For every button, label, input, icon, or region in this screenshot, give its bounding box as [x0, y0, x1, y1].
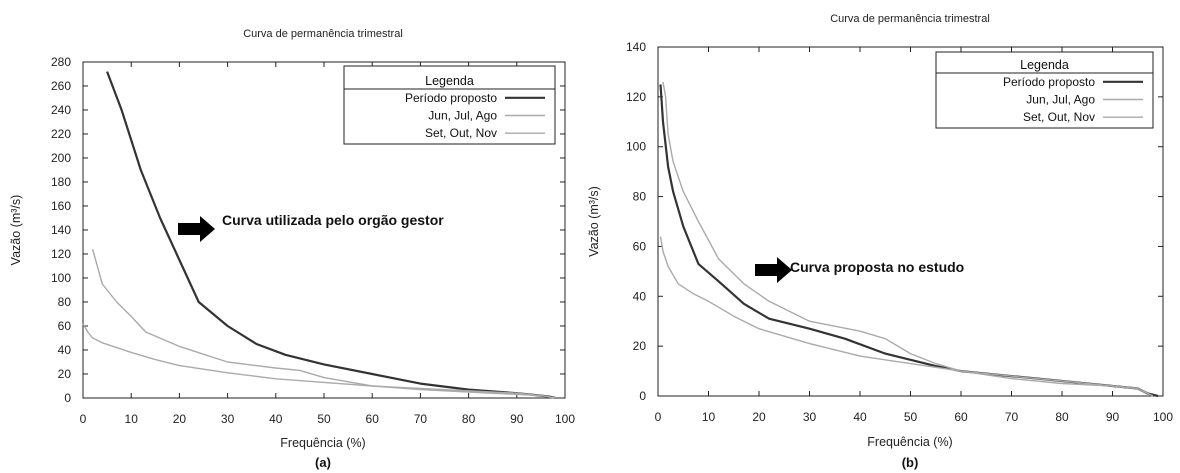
legend-title: Legenda: [425, 74, 474, 88]
legend-box: [343, 65, 556, 145]
x-tick-label: 0: [80, 412, 87, 426]
series-line-3: [82, 323, 556, 399]
legend: Legenda Período proposto Jun, Jul, Ago Set,…: [343, 65, 556, 145]
y-tick-label: 140: [51, 223, 71, 237]
y-tick-label: 0: [64, 391, 71, 405]
arrow-right-icon: [755, 257, 792, 283]
y-tick-label: 20: [633, 339, 647, 353]
legend: Legenda Período proposto Jun, Jul, Ago Set,…: [935, 51, 1154, 129]
series-line-1: [659, 84, 1159, 398]
legend-box: [935, 51, 1154, 129]
y-tick-label: 120: [626, 90, 646, 104]
chart-panel-1: Curva de permanência trimestral 0 10 20 30 40…: [9, 28, 575, 470]
x-axis-label: Frequência (%): [867, 435, 952, 449]
x-tick-label: 50: [904, 410, 918, 424]
arrow-right-icon: [178, 216, 215, 242]
legend-title: Legenda: [1020, 58, 1069, 72]
y-tick-label: 60: [58, 319, 72, 333]
y-tick-label: 0: [639, 389, 646, 403]
y-axis-label: Vazão (m³/s): [587, 186, 601, 257]
chart-title: Curva de permanência trimestral: [243, 28, 403, 40]
y-tick-label: 280: [51, 55, 71, 69]
x-tick-label: 30: [221, 412, 235, 426]
x-tick-label: 70: [414, 412, 428, 426]
x-tick-label: 30: [803, 410, 817, 424]
x-axis-label: Frequência (%): [280, 436, 365, 450]
y-tick-label: 180: [51, 175, 71, 189]
series-line-2: [91, 249, 556, 399]
legend-entry-label: Jun, Jul, Ago: [428, 109, 497, 123]
x-tick-label: 80: [1055, 410, 1069, 424]
x-tick-label: 80: [462, 412, 476, 426]
x-tick-label: 90: [1106, 410, 1120, 424]
x-tick-label: 20: [173, 412, 187, 426]
y-tick-label: 100: [51, 271, 71, 285]
series-line-3: [659, 236, 1154, 397]
x-tick-label: 60: [954, 410, 968, 424]
panel-label: (a): [315, 455, 331, 470]
x-tick-label: 90: [510, 412, 524, 426]
x-tick-label: 0: [655, 410, 662, 424]
y-tick-label: 140: [626, 40, 646, 54]
x-tick-label: 100: [1153, 410, 1173, 424]
chart-title: Curva de permanência trimestral: [830, 13, 990, 25]
annotation-text: Curva utilizada pelo orgão gestor: [222, 212, 444, 228]
x-tick-label: 10: [125, 412, 139, 426]
y-tick-label: 120: [51, 247, 71, 261]
y-tick-label: 80: [58, 295, 72, 309]
y-tick-label: 40: [633, 289, 647, 303]
x-tick-label: 70: [1005, 410, 1019, 424]
y-tick-label: 160: [51, 199, 71, 213]
series-line-2: [662, 81, 1154, 397]
x-tick-label: 40: [853, 410, 867, 424]
panel-label: (b): [902, 455, 919, 470]
legend-entry-label: Jun, Jul, Ago: [1026, 93, 1095, 107]
x-tick-label: 100: [555, 412, 575, 426]
x-tick-label: 20: [752, 410, 766, 424]
y-tick-label: 40: [58, 343, 72, 357]
chart-panel-2: Curva de permanência trimestral 0 10 20 30 40…: [587, 13, 1173, 470]
y-tick-label: 100: [626, 140, 646, 154]
x-tick-label: 10: [702, 410, 716, 424]
y-tick-label: 260: [51, 79, 71, 93]
y-tick-label: 60: [633, 239, 647, 253]
legend-entry-label: Período proposto: [405, 91, 497, 105]
y-axis-label: Vazão (m³/s): [9, 195, 23, 266]
y-tick-label: 240: [51, 103, 71, 117]
x-tick-label: 40: [269, 412, 283, 426]
y-tick-label: 80: [633, 190, 647, 204]
x-tick-label: 50: [317, 412, 331, 426]
y-tick-label: 220: [51, 127, 71, 141]
legend-entry-label: Período proposto: [1003, 75, 1095, 89]
legend-entry-label: Set, Out, Nov: [1023, 110, 1095, 124]
y-tick-label: 200: [51, 151, 71, 165]
y-tick-label: 20: [58, 367, 72, 381]
x-tick-label: 60: [366, 412, 380, 426]
annotation-text: Curva proposta no estudo: [790, 259, 964, 275]
legend-entry-label: Set, Out, Nov: [425, 126, 497, 140]
